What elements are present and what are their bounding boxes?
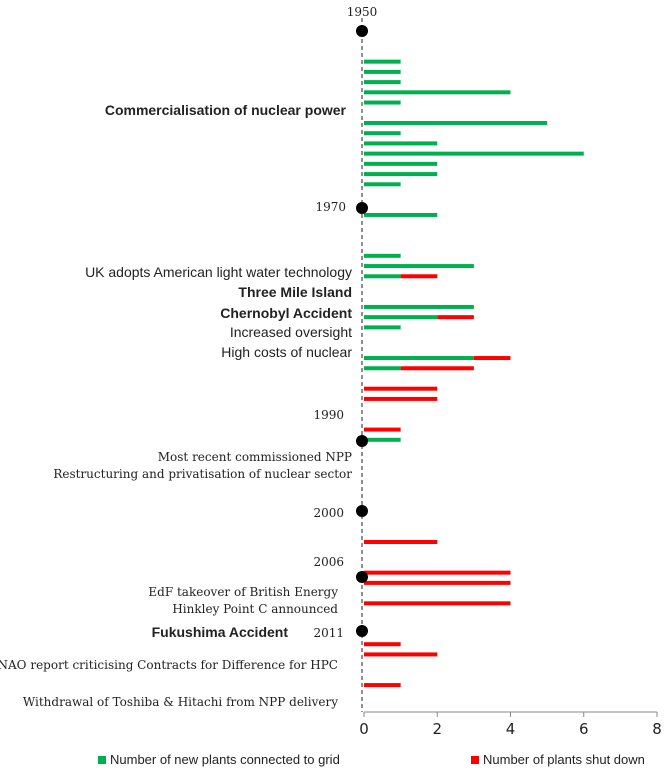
bar-new-plants-1953 <box>364 59 401 64</box>
legend-label: Number of new plants connected to grid <box>110 752 340 767</box>
bar-shut-down-2000 <box>364 540 438 544</box>
bar-new-plants-1960 <box>364 131 401 136</box>
bar-shut-down-2004 <box>364 580 511 585</box>
event-annotation: NAO report criticising Contracts for Dif… <box>0 658 338 672</box>
bar-new-plants-1977 <box>364 304 474 309</box>
bar-new-plants-1983 <box>364 366 401 371</box>
bar-new-plants-1968 <box>364 212 438 217</box>
bar-shut-down-1983 <box>400 366 474 371</box>
event-annotation: Hinkley Point C announced <box>172 602 338 616</box>
bar-new-plants-1954 <box>364 69 401 74</box>
bar-new-plants-1961 <box>364 141 438 146</box>
year-marker-dot-1950 <box>356 25 368 37</box>
bar-shut-down-2003 <box>364 570 511 575</box>
event-annotation: EdF takeover of British Energy <box>148 585 338 599</box>
year-markers-layer: 1950 1970 1990 2000 2006 2011 <box>313 5 377 640</box>
year-label-1970: 1970 <box>315 200 346 214</box>
bar-shut-down-2011 <box>364 652 438 657</box>
x-tick-label: 4 <box>506 720 516 738</box>
bar-new-plants-1979 <box>364 325 401 330</box>
year-label-2006: 2006 <box>313 555 344 569</box>
bar-new-plants-1962 <box>364 151 584 156</box>
legend-swatch <box>471 756 479 764</box>
legend-label: Number of plants shut down <box>483 752 645 767</box>
bar-new-plants-1965 <box>364 182 401 187</box>
legend-swatch <box>98 756 106 764</box>
event-annotation: Chernobyl Accident <box>220 305 352 321</box>
event-annotation: Three Mile Island <box>238 284 352 300</box>
year-label-1950: 1950 <box>347 5 378 19</box>
bar-new-plants-1982 <box>364 356 474 361</box>
event-annotation: Commercialisation of nuclear power <box>105 102 347 118</box>
event-annotation: Withdrawal of Toshiba & Hitachi from NPP… <box>23 695 338 709</box>
axis-layer: 0 2 4 6 8 <box>359 18 662 738</box>
bar-new-plants-1972 <box>364 253 401 258</box>
bar-shut-down-2010 <box>364 642 401 647</box>
year-marker-dot-1990 <box>356 435 368 447</box>
bar-new-plants-1959 <box>364 120 548 125</box>
x-tick-label: 6 <box>579 720 589 738</box>
bar-shut-down-2006 <box>364 601 511 606</box>
year-marker-dot-2006 <box>356 571 368 583</box>
year-marker-dot-2011 <box>356 625 368 637</box>
bar-shut-down-1982 <box>473 356 511 361</box>
event-annotation: Restructuring and privatisation of nucle… <box>53 467 352 481</box>
bar-new-plants-1974 <box>364 274 401 279</box>
bar-shut-down-1985 <box>364 386 438 391</box>
bar-new-plants-1990 <box>364 437 401 442</box>
x-tick-label: 8 <box>652 720 662 738</box>
event-annotation: UK adopts American light water technolog… <box>85 264 352 280</box>
year-marker-dot-1970 <box>356 202 368 214</box>
event-annotation: High costs of nuclear <box>221 344 352 360</box>
bar-new-plants-1964 <box>364 172 438 177</box>
year-label-2000: 2000 <box>313 506 344 520</box>
legend: Number of new plants connected to grid Nu… <box>98 752 645 767</box>
bar-shut-down-1989 <box>364 427 401 432</box>
bar-new-plants-1963 <box>364 161 438 166</box>
event-annotation: Most recent commissioned NPP <box>158 450 352 464</box>
event-annotation: Increased oversight <box>230 324 352 340</box>
x-tick-label: 2 <box>432 720 442 738</box>
event-annotation: Fukushima Accident <box>152 624 289 640</box>
year-marker-dot-2000 <box>356 505 368 517</box>
x-tick-label: 0 <box>359 720 369 738</box>
year-label-1990: 1990 <box>313 408 344 422</box>
bars-layer <box>364 59 584 688</box>
bar-shut-down-2014 <box>364 683 401 688</box>
bar-new-plants-1956 <box>364 90 511 95</box>
bar-shut-down-1978 <box>437 315 474 320</box>
bar-shut-down-1986 <box>364 396 438 401</box>
bar-new-plants-1957 <box>364 100 401 105</box>
bar-new-plants-1978 <box>364 315 438 320</box>
bar-new-plants-1973 <box>364 264 474 269</box>
bar-shut-down-1974 <box>400 274 438 279</box>
year-label-2011: 2011 <box>313 626 344 640</box>
annotations-layer: Commercialisation of nuclear power UK ado… <box>0 102 352 709</box>
bar-new-plants-1955 <box>364 80 401 85</box>
